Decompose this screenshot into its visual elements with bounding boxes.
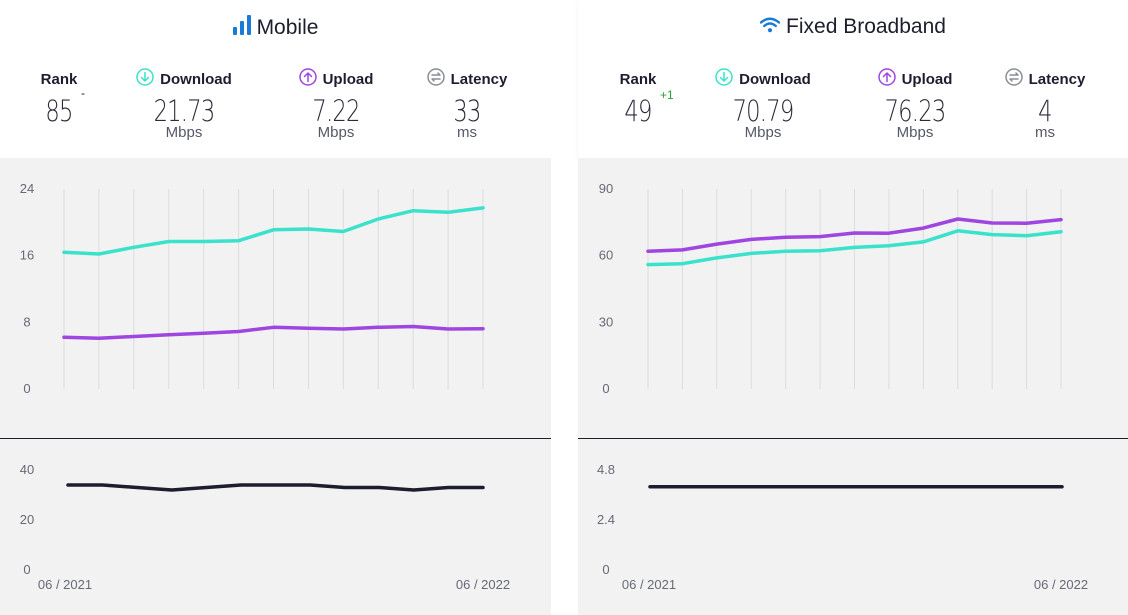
- mobile-download: Download 21.73 Mbps: [119, 68, 249, 141]
- fixed-broadband-panel: Fixed Broadband Rank 49 +1 Download 70.7…: [578, 0, 1128, 615]
- fixed-latency-y-tick-label: 0: [602, 562, 609, 577]
- mobile-speed-y-tick-label: 16: [20, 248, 34, 263]
- download-unit: Mbps: [165, 124, 203, 141]
- fixed-speed-upload-line: [646, 217, 1063, 253]
- fixed-speed-chart-area: [578, 158, 1128, 440]
- mobile-panel: Mobile Rank 85 - Download 21.73 Mbps Upl…: [0, 0, 551, 615]
- upload-unit: Mbps: [317, 124, 355, 141]
- fixed-speed-y-tick-label: 90: [599, 181, 613, 196]
- upload-value: 7.22: [312, 94, 360, 128]
- latency-label: Latency: [1028, 70, 1086, 88]
- rank-label: Rank: [619, 70, 657, 88]
- chart-divider: [578, 438, 1128, 439]
- fixed-title: Fixed Broadband: [578, 15, 1128, 39]
- mobile-charts-svg: 0 8 16 24 0 20 40 06 / 2021 06 / 2022: [20, 181, 510, 592]
- fixed-latency-y-tick-label: 2.4: [597, 512, 615, 527]
- chart-divider: [0, 438, 551, 439]
- upload-unit: Mbps: [896, 124, 934, 141]
- download-unit: Mbps: [744, 124, 782, 141]
- wifi-icon: [759, 15, 781, 39]
- latency-value: 33: [453, 94, 481, 128]
- rank-change: -: [81, 86, 85, 100]
- mobile-speed-chart-area: [0, 158, 551, 440]
- rank-value: 85: [45, 94, 73, 128]
- panel-gutter: [551, 0, 578, 615]
- fixed-latency-y-tick-label: 4.8: [597, 462, 615, 477]
- latency-icon: [1004, 68, 1023, 90]
- mobile-speed-y-tick-label: 24: [20, 181, 34, 196]
- fixed-download: Download 70.79 Mbps: [698, 68, 828, 141]
- fixed-upload: Upload 76.23 Mbps: [850, 68, 980, 141]
- signal-bars-icon: [232, 15, 251, 41]
- mobile-latency-latency-line: [66, 483, 485, 492]
- upload-label: Upload: [322, 70, 374, 88]
- fixed-speed-download-line: [646, 229, 1063, 267]
- mobile-rank: Rank 85: [0, 68, 124, 129]
- download-value: 21.73: [153, 94, 216, 128]
- upload-label-row: Upload: [850, 68, 980, 90]
- upload-label: Upload: [901, 70, 953, 88]
- fixed-speed-y-tick-label: 0: [602, 381, 609, 396]
- mobile-title-text: Mobile: [256, 16, 319, 39]
- fixed-rank: Rank 49: [573, 68, 703, 129]
- latency-label-row: Latency: [402, 68, 532, 90]
- mobile-speed-download-line: [62, 206, 485, 256]
- mobile-start-date-label: 06 / 2021: [38, 577, 92, 592]
- mobile-speed-y-tick-label: 8: [23, 314, 30, 329]
- mobile-upload: Upload 7.22 Mbps: [271, 68, 401, 141]
- fixed-speed-y-tick-label: 30: [599, 314, 613, 329]
- download-icon: [715, 68, 733, 90]
- latency-label-row: Latency: [980, 68, 1110, 90]
- upload-label-row: Upload: [271, 68, 401, 90]
- download-value: 70.79: [732, 94, 795, 128]
- rank-value: 49: [624, 94, 652, 128]
- rank-label: Rank: [40, 70, 78, 88]
- mobile-latency-y-tick-label: 40: [20, 462, 34, 477]
- download-label: Download: [739, 70, 811, 88]
- mobile-header: Mobile Rank 85 - Download 21.73 Mbps Upl…: [0, 0, 551, 158]
- fixed-charts-svg: 0 30 60 90 0 2.4 4.8 06 / 2021 06 / 2022: [597, 181, 1088, 592]
- latency-unit: ms: [1035, 124, 1055, 141]
- fixed-title-text: Fixed Broadband: [786, 15, 946, 38]
- mobile-latency-chart-area: [0, 439, 551, 615]
- upload-icon: [877, 68, 896, 90]
- download-icon: [136, 68, 154, 90]
- fixed-start-date-label: 06 / 2021: [622, 577, 676, 592]
- mobile-end-date-label: 06 / 2022: [456, 577, 510, 592]
- download-label-row: Download: [698, 68, 828, 90]
- mobile-title: Mobile: [0, 15, 551, 41]
- mobile-latency-y-tick-label: 0: [23, 562, 30, 577]
- upload-value: 76.23: [884, 94, 947, 128]
- mobile-speed-upload-line: [62, 324, 485, 340]
- download-label-row: Download: [119, 68, 249, 90]
- upload-icon: [298, 68, 317, 90]
- latency-value: 4: [1038, 94, 1052, 128]
- fixed-latency-chart-area: [578, 439, 1128, 615]
- latency-icon: [426, 68, 445, 90]
- mobile-latency: Latency 33 ms: [402, 68, 532, 141]
- fixed-end-date-label: 06 / 2022: [1034, 577, 1088, 592]
- mobile-speed-y-tick-label: 0: [23, 381, 30, 396]
- latency-label: Latency: [450, 70, 508, 88]
- latency-unit: ms: [457, 124, 477, 141]
- fixed-latency: Latency 4 ms: [980, 68, 1110, 141]
- fixed-speed-y-tick-label: 60: [599, 248, 613, 263]
- download-label: Download: [160, 70, 232, 88]
- mobile-latency-y-tick-label: 20: [20, 512, 34, 527]
- fixed-header: Fixed Broadband Rank 49 +1 Download 70.7…: [578, 0, 1128, 158]
- rank-change: +1: [660, 88, 674, 102]
